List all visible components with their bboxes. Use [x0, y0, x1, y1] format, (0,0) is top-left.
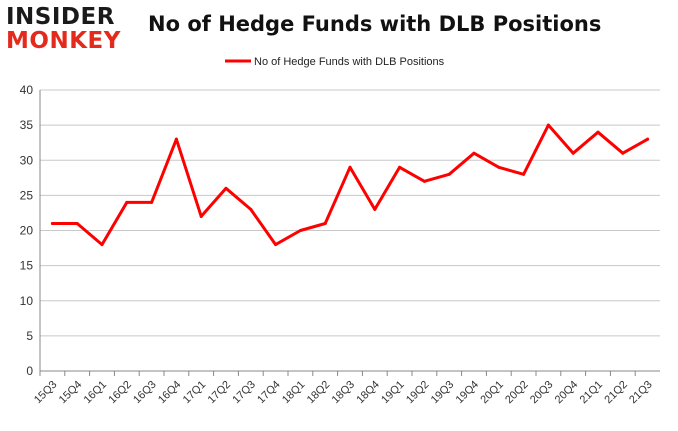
x-tick-label: 21Q1 — [578, 379, 606, 407]
data-point — [546, 123, 550, 127]
data-point — [274, 243, 278, 247]
y-tick-label: 20 — [20, 224, 34, 238]
x-tick-label: 19Q3 — [429, 379, 457, 407]
y-tick-label: 5 — [26, 329, 33, 343]
x-tick-label: 15Q4 — [57, 379, 85, 407]
data-point — [125, 200, 129, 204]
series-line — [50, 123, 650, 247]
data-point — [522, 172, 526, 176]
x-tick-label: 19Q4 — [454, 379, 482, 407]
data-point — [298, 229, 302, 232]
x-tick-label: 18Q4 — [354, 379, 382, 407]
y-tick-label: 0 — [26, 364, 33, 378]
data-point — [224, 186, 228, 190]
x-tick-label: 16Q4 — [156, 379, 184, 407]
data-point — [447, 172, 451, 176]
data-point — [497, 165, 501, 169]
x-tick-label: 20Q4 — [553, 379, 581, 407]
data-point — [323, 221, 327, 225]
x-tick-label: 19Q1 — [379, 379, 407, 407]
data-point — [398, 165, 402, 169]
y-tick-label: 25 — [20, 188, 34, 202]
x-tick-label: 21Q2 — [602, 379, 630, 407]
data-point — [472, 151, 476, 155]
x-tick-label: 18Q1 — [280, 379, 308, 407]
x-tick-label: 19Q2 — [404, 379, 432, 407]
legend-label: No of Hedge Funds with DLB Positions — [254, 56, 445, 68]
x-tick-label: 18Q2 — [305, 379, 333, 407]
data-point — [646, 137, 650, 141]
y-tick-label: 15 — [20, 259, 34, 273]
y-tick-label: 35 — [20, 118, 34, 132]
x-tick-label: 17Q3 — [230, 379, 258, 407]
y-tick-labels: 0 5 10 15 20 25 30 35 40 — [20, 83, 34, 378]
x-tick-label: 20Q2 — [503, 379, 531, 407]
logo-line-1: INSIDER — [6, 4, 115, 30]
x-tick-label: 16Q3 — [131, 379, 159, 407]
x-tick-label: 17Q4 — [255, 379, 283, 407]
data-point — [422, 179, 426, 183]
data-point — [199, 214, 203, 218]
data-point — [100, 243, 104, 247]
data-point — [174, 137, 178, 141]
logo-line-2: MONKEY — [6, 28, 121, 54]
x-tick-label: 16Q2 — [106, 379, 134, 407]
x-tick-label: 15Q3 — [32, 379, 60, 407]
data-point — [249, 207, 253, 211]
grid-lines — [39, 89, 660, 372]
x-tick-label: 21Q3 — [627, 379, 655, 407]
x-tick-label: 16Q1 — [82, 379, 110, 407]
data-point — [571, 151, 575, 155]
data-point — [373, 207, 377, 211]
data-point — [150, 200, 154, 204]
x-tick-label: 20Q1 — [478, 379, 506, 407]
y-tick-label: 30 — [20, 153, 34, 167]
data-point — [75, 221, 79, 225]
y-tick-label: 10 — [20, 294, 34, 308]
data-point — [348, 165, 352, 169]
x-tick-label: 17Q2 — [206, 379, 234, 407]
data-point — [596, 130, 600, 134]
legend: No of Hedge Funds with DLB Positions — [225, 56, 445, 68]
x-tick-label: 18Q3 — [330, 379, 358, 407]
series-layer — [50, 123, 650, 247]
chart-title: No of Hedge Funds with DLB Positions — [148, 12, 602, 36]
x-tick-labels: 15Q315Q416Q116Q216Q316Q417Q117Q217Q317Q4… — [32, 371, 655, 406]
insider-monkey-logo: INSIDER MONKEY — [6, 4, 128, 56]
data-point — [621, 151, 625, 155]
x-tick-label: 20Q3 — [528, 379, 556, 407]
x-tick-label: 17Q1 — [181, 379, 209, 407]
y-tick-label: 40 — [20, 83, 34, 97]
data-point — [50, 221, 54, 225]
